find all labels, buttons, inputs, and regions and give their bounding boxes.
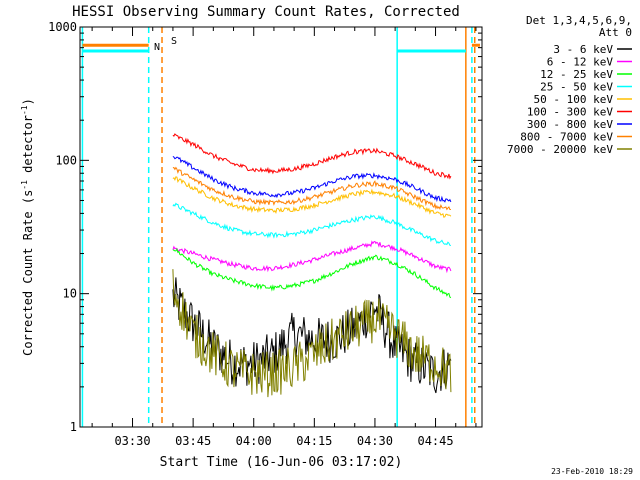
x-tick-label: 04:15 bbox=[296, 434, 332, 448]
series-lines bbox=[172, 133, 452, 398]
series-line-12-25-keV bbox=[172, 247, 452, 299]
y-tick-label: 10 bbox=[63, 287, 77, 301]
series-line-7000-20000-keV bbox=[172, 269, 452, 398]
legend-label: 25 - 50 keV bbox=[540, 81, 613, 94]
y-axis-label: Corrected Count Rate (s-1 detector-1) bbox=[20, 98, 35, 356]
x-tick-label: 04:45 bbox=[417, 434, 453, 448]
legend-label: 800 - 7000 keV bbox=[520, 131, 613, 144]
footer-timestamp: 23-Feb-2010 18:29 bbox=[551, 467, 633, 476]
observing-interval-markers bbox=[81, 27, 480, 427]
legend-label: 6 - 12 keV bbox=[547, 56, 614, 69]
y-axis-label-end: ) bbox=[21, 98, 35, 105]
series-line-6-12-keV bbox=[172, 240, 452, 274]
annotation-n: N bbox=[154, 42, 160, 53]
x-axis-label: Start Time (16-Jun-06 03:17:02) bbox=[160, 455, 403, 470]
legend-header-line2: Att 0 bbox=[599, 26, 632, 39]
legend-label: 3 - 6 keV bbox=[553, 43, 613, 56]
legend-label: 12 - 25 keV bbox=[540, 68, 613, 81]
x-tick-label: 04:00 bbox=[236, 434, 272, 448]
annotation-s: S bbox=[171, 36, 177, 47]
y-axis-label-main: Corrected Count Rate (s bbox=[21, 190, 35, 356]
series-line-300-800-keV bbox=[172, 155, 452, 203]
y-tick-label: 100 bbox=[55, 153, 77, 167]
x-tick-label: 04:30 bbox=[357, 434, 393, 448]
legend-header-line1: Det 1,3,4,5,6,9, bbox=[526, 14, 632, 27]
series-line-50-100-keV bbox=[172, 176, 452, 218]
legend-label: 100 - 300 keV bbox=[527, 106, 613, 119]
x-axis: 03:30 03:45 04:00 04:15 04:30 04:45 bbox=[91, 27, 477, 448]
series-line-3-6-keV bbox=[172, 277, 452, 394]
plot-frame bbox=[79, 26, 483, 428]
x-tick-label: 03:30 bbox=[114, 434, 150, 448]
legend-label: 50 - 100 keV bbox=[534, 93, 614, 106]
legend-label: 7000 - 20000 keV bbox=[507, 143, 613, 156]
y-tick-label: 1000 bbox=[48, 20, 77, 34]
series-line-25-50-keV bbox=[172, 202, 451, 246]
chart-title: HESSI Observing Summary Count Rates, Cor… bbox=[72, 4, 460, 20]
y-axis-label-sup1: -1 bbox=[20, 180, 29, 190]
legend-label: 300 - 800 keV bbox=[527, 118, 613, 131]
y-axis: 1 10 100 1000 bbox=[48, 20, 482, 434]
series-line-100-300-keV bbox=[172, 133, 452, 180]
y-axis-label-mid: detector bbox=[21, 115, 35, 180]
y-tick-label: 1 bbox=[70, 420, 77, 434]
y-axis-label-sup2: -1 bbox=[20, 105, 29, 115]
x-tick-label: 03:45 bbox=[175, 434, 211, 448]
series-line-800-7000-keV bbox=[172, 166, 451, 211]
